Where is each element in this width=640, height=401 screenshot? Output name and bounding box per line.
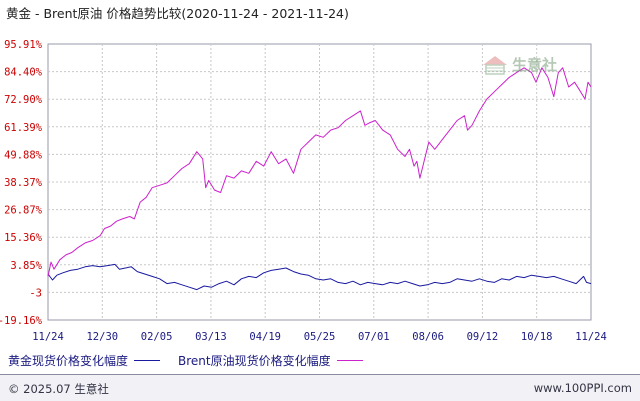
y-tick-label: 3.85% bbox=[10, 260, 42, 272]
x-tick-label: 05/25 bbox=[304, 331, 336, 343]
grid-lines bbox=[48, 44, 591, 320]
x-tick-label: 11/24 bbox=[32, 331, 64, 343]
y-tick-label: -19.16% bbox=[0, 315, 43, 327]
x-tick-label: 02/05 bbox=[141, 331, 173, 343]
gold-series-line bbox=[47, 263, 592, 291]
y-tick-label: 15.36% bbox=[4, 232, 43, 244]
x-axis-ticks: 11/24 12/30 02/05 03/13 04/19 05/25 07/01 08/06… bbox=[32, 331, 607, 343]
legend-brent-swatch bbox=[336, 360, 363, 361]
footer-bar: © 2025.07 生意社 www.100PPI.com bbox=[0, 374, 640, 401]
x-tick-label: 12/30 bbox=[86, 331, 118, 343]
brent-series-line bbox=[47, 67, 592, 277]
y-tick-label: 72.90% bbox=[4, 94, 43, 106]
x-tick-label: 07/01 bbox=[358, 331, 390, 343]
y-tick-label: 26.87% bbox=[4, 205, 43, 217]
y-tick-label: -3 bbox=[29, 287, 42, 299]
legend: 黄金现货价格变化幅度 Brent原油现货价格变化幅度 bbox=[8, 352, 381, 369]
x-tick-label: 04/19 bbox=[249, 331, 281, 343]
x-tick-label: 09/12 bbox=[467, 331, 499, 343]
chart-canvas: 95.91% 84.40% 72.90% 61.39% 49.88% 38.37% 26.8… bbox=[0, 39, 607, 343]
y-tick-label: 84.40% bbox=[4, 67, 43, 79]
y-tick-label: 61.39% bbox=[4, 122, 43, 134]
watermark-logo: 生意社 bbox=[482, 54, 557, 75]
y-tick-label: 95.91% bbox=[4, 39, 43, 51]
house-logo-icon bbox=[483, 55, 507, 75]
x-tick-label: 08/06 bbox=[412, 331, 444, 343]
chart-title: 黄金 - Brent原油 价格趋势比较(2020-11-24 - 2021-11… bbox=[6, 6, 349, 21]
copyright-text: © 2025.07 生意社 bbox=[8, 382, 109, 396]
legend-gold-swatch bbox=[134, 360, 161, 361]
x-tick-label: 11/24 bbox=[575, 331, 607, 343]
y-tick-label: 38.37% bbox=[4, 177, 43, 189]
x-tick-label: 03/13 bbox=[195, 331, 227, 343]
watermark-text: 生意社 bbox=[512, 56, 558, 74]
series-lines bbox=[47, 67, 592, 291]
legend-gold-label: 黄金现货价格变化幅度 bbox=[8, 354, 129, 368]
x-tick-label: 10/18 bbox=[521, 331, 553, 343]
y-axis-ticks: 95.91% 84.40% 72.90% 61.39% 49.88% 38.37% 26.8… bbox=[0, 39, 43, 327]
y-tick-label: 49.88% bbox=[4, 149, 43, 161]
site-link[interactable]: www.100PPI.com bbox=[533, 381, 632, 395]
legend-brent-label: Brent原油现货价格变化幅度 bbox=[178, 354, 331, 368]
